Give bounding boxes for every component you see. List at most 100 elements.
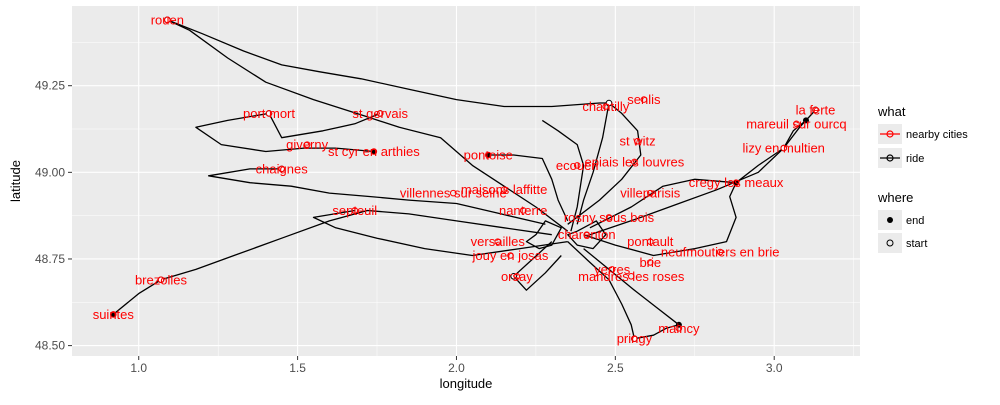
- city-point: [646, 238, 654, 245]
- ride-path: [583, 248, 680, 326]
- city-point: [716, 248, 724, 256]
- city-label: senlis: [627, 92, 661, 107]
- city-label: charenton: [558, 227, 616, 242]
- city-point: [484, 151, 492, 159]
- city-point: [627, 272, 635, 280]
- city-label: st gervais: [352, 106, 408, 121]
- city-point: [573, 162, 581, 169]
- city-point: [351, 207, 359, 214]
- ride-end-point: [733, 179, 740, 186]
- legend-label-end: end: [906, 215, 924, 227]
- x-tick-label: 2.5: [607, 361, 624, 375]
- city-label: lizy en multien: [743, 141, 825, 156]
- x-axis-label: longitude: [440, 376, 493, 391]
- city-label: yerres: [594, 262, 631, 277]
- city-point: [646, 259, 654, 266]
- ride-path: [525, 220, 562, 250]
- ride-path: [567, 220, 607, 250]
- city-label: cregy les meaux: [689, 175, 784, 190]
- city-label: chantilly: [582, 99, 629, 114]
- grid: [72, 6, 860, 356]
- city-point: [303, 141, 311, 148]
- ride-path: [583, 182, 737, 257]
- city-label: pringy: [617, 331, 653, 346]
- city-point: [449, 189, 457, 197]
- city-label: jouy en josas: [472, 248, 549, 263]
- city-label: epiais les louvres: [585, 154, 685, 169]
- city-point: [631, 335, 638, 342]
- city-point: [608, 266, 616, 273]
- city-label: brezolles: [135, 272, 188, 287]
- x-tick-label: 1.5: [289, 361, 306, 375]
- ride-path: [195, 112, 381, 153]
- ride-path: [488, 154, 569, 222]
- city-point: [157, 276, 165, 284]
- city-label: pontoise: [464, 148, 513, 163]
- city-point: [646, 189, 654, 197]
- ride-path: [312, 209, 568, 257]
- city-label: pontault: [627, 234, 674, 249]
- city-markers: rouen st gervais port mort giverny chaignes s…: [93, 12, 847, 346]
- city-point: [605, 214, 613, 221]
- city-point: [370, 148, 378, 155]
- ride-path: [167, 19, 569, 232]
- city-label: orsay: [501, 269, 533, 284]
- city-point: [675, 324, 683, 332]
- city-label: port mort: [243, 106, 295, 121]
- city-point: [278, 165, 286, 173]
- city-label: versailles: [471, 234, 526, 249]
- city-label: st witz: [620, 134, 656, 149]
- city-label: septeuil: [332, 203, 377, 218]
- ride-end-point: [110, 311, 117, 318]
- x-tick-label: 2.0: [448, 361, 465, 375]
- legend-label-ride: ride: [906, 153, 924, 165]
- ride-path: [207, 168, 546, 225]
- city-label: suintes: [93, 307, 135, 322]
- city-label: st cyr en arthies: [328, 144, 420, 159]
- x-tick-label: 3.0: [766, 361, 783, 375]
- y-tick-label: 48.50: [35, 339, 65, 353]
- city-label: mandres les roses: [578, 269, 685, 284]
- legend-key-ride-point: [886, 154, 894, 162]
- y-tick-label: 48.75: [35, 252, 65, 266]
- city-label: mareuil sur ourcq: [746, 116, 846, 131]
- ride-path: [112, 209, 552, 315]
- y-axis: 48.50 48.75 49.00 49.25: [35, 79, 72, 353]
- city-label: villeparisis: [620, 186, 680, 201]
- city-point: [507, 252, 514, 259]
- ride-path: [541, 119, 585, 232]
- city-label: maisons laffitte: [461, 182, 547, 197]
- legend-title-what: what: [877, 104, 906, 119]
- x-tick-label: 1.0: [130, 361, 147, 375]
- city-label: chaignes: [256, 161, 309, 176]
- city-label: nanterre: [499, 203, 547, 218]
- city-label: villennes sur seine: [400, 186, 507, 201]
- city-point: [793, 120, 800, 128]
- ride-path: [513, 241, 562, 291]
- city-point: [164, 16, 171, 24]
- city-point: [376, 110, 384, 117]
- city-point: [494, 238, 502, 245]
- city-point: [110, 311, 117, 318]
- x-axis: 1.0 1.5 2.0 2.5 3.0: [130, 356, 783, 375]
- city-point: [583, 231, 591, 239]
- city-label: rouen: [151, 12, 184, 27]
- city-point: [812, 106, 819, 114]
- ride-path: [576, 102, 610, 225]
- city-label: giverny: [286, 137, 328, 152]
- ride-end-point: [802, 117, 809, 124]
- city-point: [265, 110, 273, 117]
- legend-key-start: [886, 239, 894, 247]
- legend-key-end: [887, 217, 893, 223]
- y-tick-label: 49.00: [35, 165, 65, 179]
- city-point: [513, 272, 521, 280]
- city-point: [732, 179, 740, 187]
- ride-end-point: [485, 152, 492, 159]
- city-label: rosny sous bois: [564, 210, 655, 225]
- legend-label-cities: nearby cities: [906, 129, 968, 141]
- legend: what nearby cities ride where end start: [877, 104, 968, 253]
- ride-path: [567, 241, 680, 340]
- legend-title-where: where: [877, 190, 913, 205]
- ride-path: [167, 19, 609, 108]
